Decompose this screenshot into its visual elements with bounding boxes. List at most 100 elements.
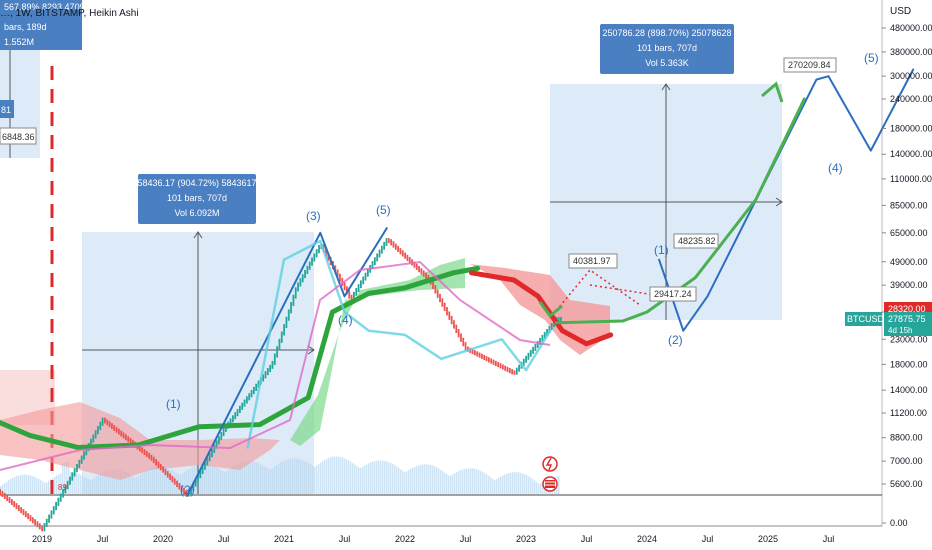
candle: [124, 434, 127, 441]
candle: [550, 323, 553, 331]
price-axis[interactable]: 480000.00 380000.00 300000.00 240000.00 1800…: [882, 23, 932, 528]
volume-bar: [542, 482, 544, 494]
series-line: [469, 270, 614, 347]
volume-bar: [448, 475, 450, 494]
candle: [439, 293, 441, 303]
volume-bar: [446, 474, 448, 494]
volume-bar: [496, 478, 498, 494]
candle: [529, 349, 532, 357]
volume-bar: [164, 467, 166, 494]
candle: [299, 278, 302, 287]
candle: [539, 337, 541, 345]
candle: [508, 367, 511, 374]
candle: [380, 245, 383, 254]
y-tick-label: 0.00: [890, 518, 908, 528]
volume-bar: [122, 470, 124, 494]
volume-bar: [478, 469, 480, 494]
axis-currency: USD: [890, 6, 911, 17]
volume-bar: [152, 467, 154, 494]
candle: [90, 438, 92, 447]
candle: [480, 353, 483, 359]
volume-bar: [78, 473, 80, 494]
volume-bar: [64, 462, 66, 494]
volume-bar: [418, 465, 420, 494]
candle: [101, 417, 104, 426]
svg-text:101 bars, 707d: 101 bars, 707d: [167, 193, 227, 203]
series-line: [0, 265, 481, 450]
candle: [273, 353, 276, 365]
candle: [192, 482, 195, 491]
volume-bar: [480, 470, 482, 494]
svg-text:Vol 5.363K: Vol 5.363K: [645, 58, 689, 68]
candle: [415, 263, 418, 270]
candle: [97, 426, 99, 435]
candle: [492, 359, 495, 365]
volume-bar: [86, 478, 88, 494]
time-axis[interactable]: 2019 Jul 2020 Jul 2021 Jul 2022 Jul 2023 Jul 2024 J…: [0, 525, 882, 544]
candle: [294, 287, 297, 299]
x-tick-label: Jul: [460, 534, 472, 544]
candle: [106, 419, 109, 426]
candle: [241, 402, 244, 410]
candle: [527, 352, 530, 360]
lightning-icon: [542, 456, 558, 472]
volume-bar: [414, 466, 416, 494]
volume-bar: [144, 471, 146, 494]
candle: [57, 497, 60, 506]
svg-text:Vol 6.092M: Vol 6.092M: [174, 208, 219, 218]
volume-bar: [472, 468, 474, 494]
volume-bar: [2, 484, 4, 494]
candle: [292, 294, 295, 307]
price-callouts: 40381.97 48235.82 29417.24 270209.84: [568, 57, 837, 302]
candle: [515, 367, 518, 375]
candle: [339, 273, 341, 282]
y-tick-label: 240000.00: [890, 94, 932, 104]
svg-text:(4): (4): [338, 313, 353, 327]
candle: [497, 362, 500, 368]
candle: [315, 249, 318, 258]
svg-text:6848.36: 6848.36: [2, 132, 35, 142]
volume-bar: [20, 474, 22, 494]
candle: [66, 480, 69, 490]
candle: [485, 356, 488, 362]
candle: [92, 434, 95, 443]
candle: [276, 346, 279, 358]
candle: [232, 415, 234, 423]
volume-bar: [98, 474, 100, 494]
volume-bar: [308, 463, 310, 494]
y-tick-label: 5600.00: [890, 479, 923, 489]
volume-bar: [214, 466, 216, 494]
candle: [327, 252, 330, 261]
wave-labels: (1) (2) (3) (4) (5) (1) (2) (4) (5) 89: [58, 51, 879, 497]
volume-bar: [534, 480, 536, 494]
candle: [222, 427, 225, 437]
candle: [450, 315, 453, 325]
volume-bar: [536, 482, 538, 494]
volume-bar: [136, 476, 138, 494]
candle: [306, 265, 309, 275]
candle: [17, 505, 20, 512]
candle: [34, 519, 37, 526]
volume-bar: [360, 467, 362, 494]
volume-bar: [142, 472, 144, 494]
volume-bar: [376, 460, 378, 494]
symbol-ticker: BTCUSD: [847, 314, 885, 324]
volume-bar: [262, 465, 264, 494]
volume-bar: [202, 463, 204, 494]
volume-bar: [226, 471, 228, 494]
volume-bar: [386, 461, 388, 494]
candle: [194, 478, 197, 487]
volume-bar: [234, 465, 236, 494]
candle: [52, 506, 55, 515]
volume-bar: [422, 464, 424, 494]
volume-bar: [96, 475, 98, 494]
volume-bar: [390, 462, 392, 494]
candle: [201, 465, 204, 475]
projection-dotted: [549, 268, 656, 319]
candle: [436, 289, 439, 298]
volume-bar: [412, 467, 414, 494]
series-line: [658, 68, 915, 332]
candle: [115, 426, 118, 433]
candle: [394, 243, 397, 250]
candle: [406, 254, 409, 262]
